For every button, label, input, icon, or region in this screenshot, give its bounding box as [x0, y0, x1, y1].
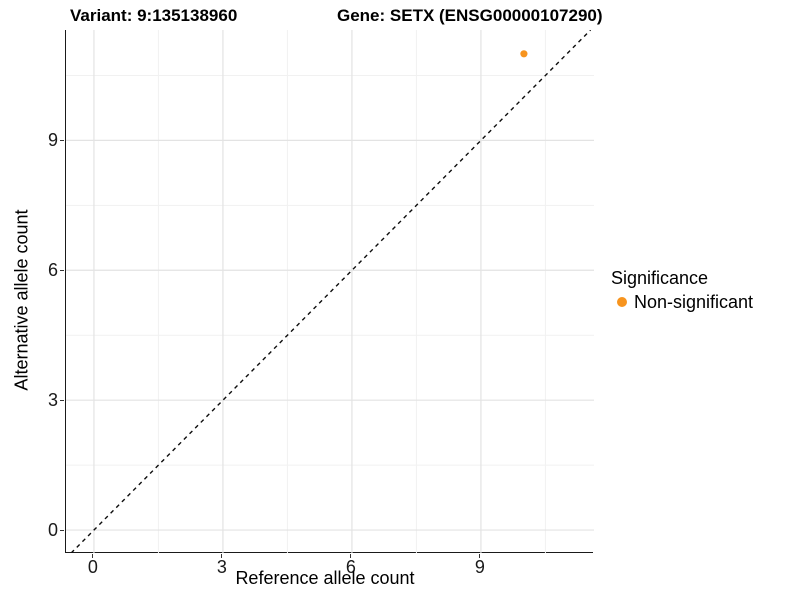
x-tick-label: 6: [345, 557, 356, 577]
x-tick-mark: [221, 554, 223, 558]
x-tick-label: 0: [87, 557, 98, 577]
legend-title: Significance: [611, 268, 709, 288]
x-axis-title: Reference allele count: [235, 568, 415, 588]
y-tick-mark: [60, 529, 64, 531]
legend-items: Non-significant: [611, 290, 753, 314]
legend-point-icon: [617, 297, 627, 307]
y-tick-label: 6: [47, 260, 58, 281]
plot-panel: [65, 30, 594, 553]
legend-item: Non-significant: [611, 290, 753, 314]
identity-dashed-line: [70, 30, 592, 553]
plot-title-variant: Variant: 9:135138960: [70, 6, 238, 25]
data-point: [520, 50, 528, 58]
x-tick-label: 3: [216, 557, 227, 577]
y-axis-title: Alternative allele count: [11, 209, 32, 391]
plot-title-gene: Gene: SETX (ENSG00000107290): [337, 6, 603, 25]
y-tick-label: 0: [47, 520, 58, 541]
y-tick-label: 9: [47, 130, 58, 151]
x-tick-label: 9: [474, 557, 485, 577]
x-tick-mark: [92, 554, 94, 558]
y-tick-mark: [60, 139, 64, 141]
scatter-plot-canvas: [66, 30, 594, 553]
y-tick-mark: [60, 269, 64, 271]
legend: Significance Non-significant: [611, 266, 753, 314]
x-tick-mark: [350, 554, 352, 558]
y-tick-mark: [60, 399, 64, 401]
x-tick-mark: [479, 554, 481, 558]
y-tick-label: 3: [47, 390, 58, 411]
legend-item-label: Non-significant: [634, 291, 754, 312]
